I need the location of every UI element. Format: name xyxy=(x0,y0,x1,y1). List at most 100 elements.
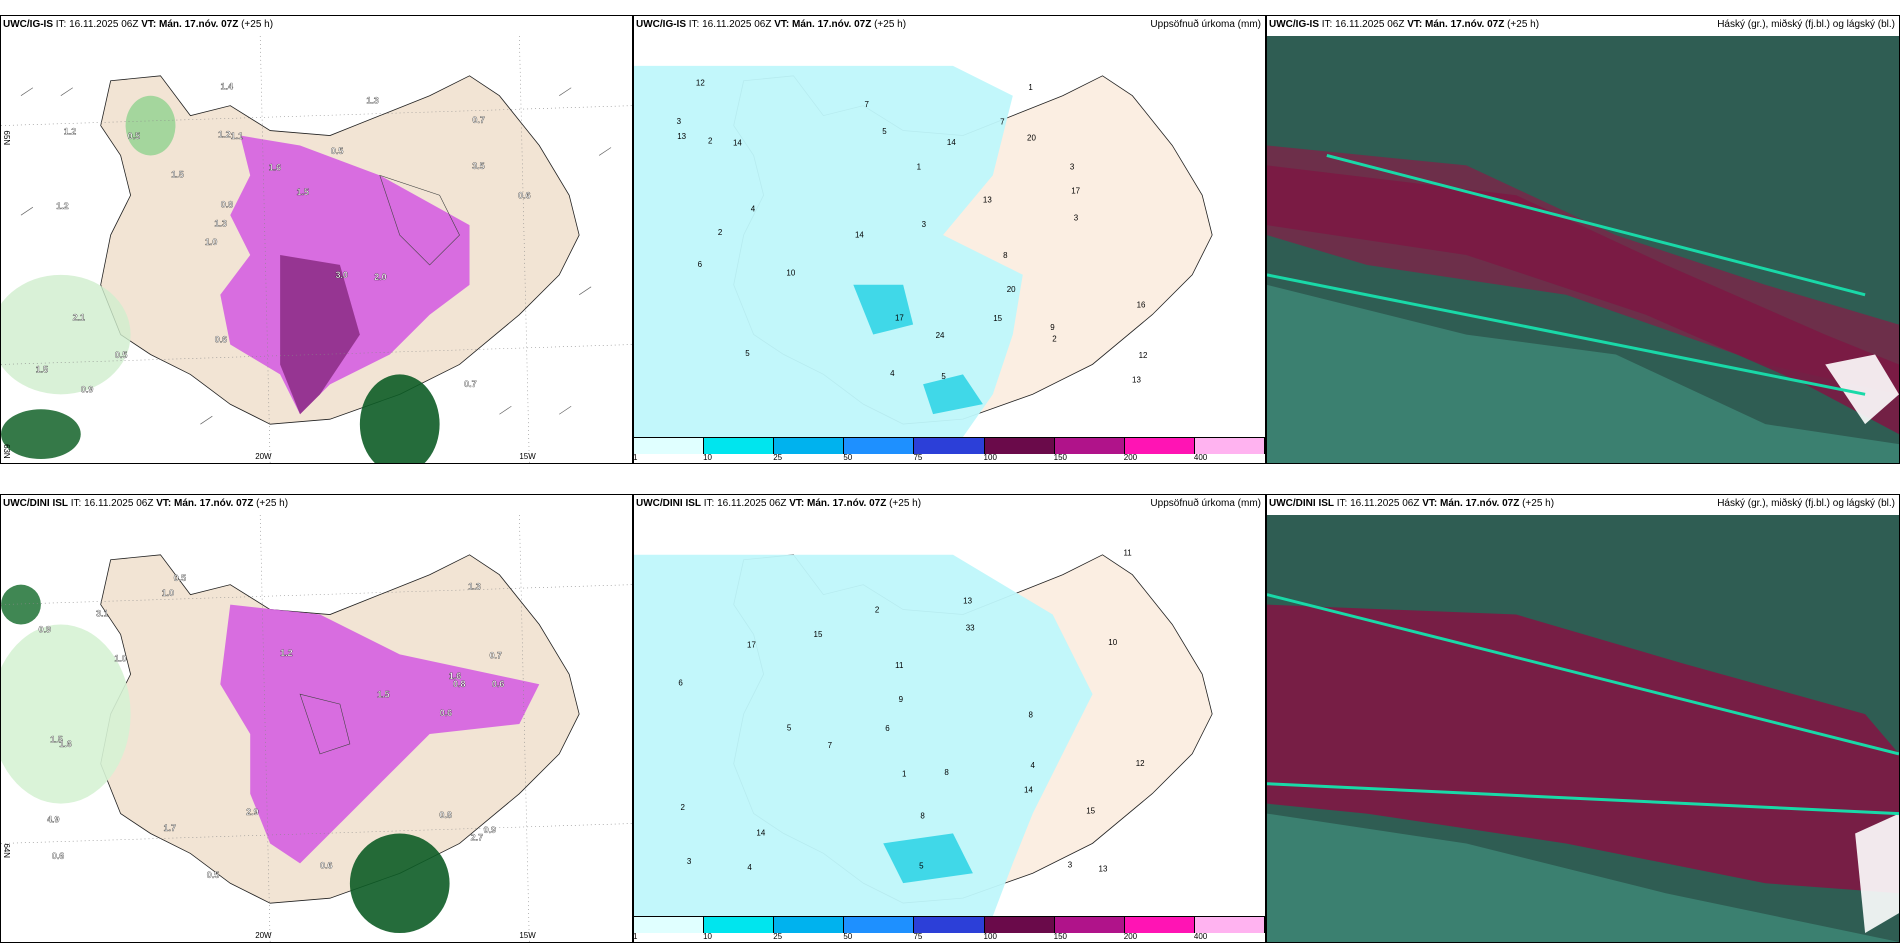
value-label: 0.5 xyxy=(128,131,140,141)
legend-tick: 1 xyxy=(633,453,638,462)
value-label: 1.5 xyxy=(377,689,389,699)
wind-values: 0.71.20.71.00.50.91.21.62.11.51.50.51.11… xyxy=(36,81,531,394)
value-label: 0.5 xyxy=(207,870,219,880)
value-label: 20 xyxy=(1027,133,1036,142)
cloud-map xyxy=(1267,515,1899,942)
value-label: 9 xyxy=(1050,323,1055,332)
value-label: 1.6 xyxy=(449,671,461,681)
value-label: 17 xyxy=(747,640,756,649)
legend-tick: 10 xyxy=(703,932,713,941)
value-label: 8 xyxy=(920,812,925,821)
lat-label: 64N xyxy=(2,843,11,858)
value-label: 33 xyxy=(966,623,975,632)
value-label: 5 xyxy=(745,349,750,358)
value-label: 13 xyxy=(963,597,972,606)
value-label: 2 xyxy=(718,228,723,237)
value-label: 4 xyxy=(890,369,895,378)
value-label: 1.4 xyxy=(221,81,233,91)
map-svg: 64N 20W 15W 0.8 0.7 0.9 1.2 0.6 0.5 1.6 1.7 1.3 1… xyxy=(1,515,632,942)
value-label: 0.7 xyxy=(464,379,476,389)
value-label: 0.6 xyxy=(440,708,452,718)
legend-tick: 50 xyxy=(843,453,853,462)
value-label: 1.6 xyxy=(59,739,71,749)
value-label: 6 xyxy=(885,724,890,733)
legend-tick: 1 xyxy=(633,932,638,941)
value-label: 1.0 xyxy=(114,653,126,663)
value-label: 10 xyxy=(786,268,795,277)
value-label: 0.9 xyxy=(38,624,50,634)
value-label: 16 xyxy=(1137,300,1146,309)
map-svg: 11 13 4 5 8 6 7 9 3 5 2 17 13 11 15 14 15 14 12 10 8 33 6 4 2 3 1 8 xyxy=(634,515,1265,916)
value-label: 1.2 xyxy=(56,201,68,211)
value-label: 2.7 xyxy=(471,832,483,842)
legend-tick: 75 xyxy=(913,453,923,462)
cloud-panel-top: UWC/IG-IS IT: 16.11.2025 06Z VT: Mán. 17… xyxy=(1266,15,1900,464)
value-label: 3 xyxy=(922,220,927,229)
value-label: 2.0 xyxy=(374,272,386,282)
lat-label: 65N xyxy=(2,131,11,146)
value-label: 9 xyxy=(899,695,904,704)
map-svg: 65N 63N 20W 15W 0.7 1.2 0.7 1.0 0.5 0.9 1.2 1.6… xyxy=(1,36,632,463)
value-label: 6 xyxy=(678,678,683,687)
value-label: 3.5 xyxy=(472,161,484,171)
value-label: 1.0 xyxy=(205,237,217,247)
legend-tick: 100 xyxy=(983,932,997,941)
value-label: 4 xyxy=(751,205,756,214)
value-label: 1.5 xyxy=(36,364,48,374)
value-label: 12 xyxy=(1136,759,1145,768)
panel-title: Háský (gr.), miðský (fj.bl.) og lágský (… xyxy=(1717,498,1895,509)
value-label: 1 xyxy=(902,770,907,779)
value-label: 2.9 xyxy=(246,807,258,817)
value-label: 4 xyxy=(1031,761,1036,770)
legend-swatch xyxy=(1054,438,1125,454)
legend-swatch xyxy=(914,438,985,454)
value-label: 17 xyxy=(1071,187,1080,196)
legend-swatch xyxy=(984,438,1055,454)
value-label: 0.7 xyxy=(472,115,484,125)
value-label: 1.0 xyxy=(162,588,174,598)
wind-precip-panel-top: UWC/IG-IS IT: 16.11.2025 06Z VT: Mán. 17… xyxy=(0,15,633,464)
cloud-map xyxy=(1267,36,1899,463)
value-label: 3.0 xyxy=(335,270,347,280)
value-label: 11 xyxy=(1123,549,1132,558)
precip-panel-top: UWC/IG-IS IT: 16.11.2025 06Z VT: Mán. 17… xyxy=(633,15,1266,464)
value-label: 1.5 xyxy=(50,734,62,744)
value-label: 15 xyxy=(1086,807,1095,816)
panel-title: Uppsöfnuð úrkoma (mm) xyxy=(1150,498,1261,509)
value-label: 0.9 xyxy=(484,825,496,835)
value-label: 3.1 xyxy=(96,609,108,619)
value-label: 2.1 xyxy=(73,312,85,322)
legend-swatch xyxy=(774,438,845,454)
legend-tick: 150 xyxy=(1053,453,1068,462)
value-label: 0.5 xyxy=(174,573,186,583)
value-label: 14 xyxy=(733,138,742,147)
value-label: 8 xyxy=(944,768,949,777)
legend-swatch xyxy=(1054,917,1125,933)
value-label: 0.6 xyxy=(518,190,530,200)
legend-swatch xyxy=(704,917,775,933)
wind-precip-map: 65N 63N 20W 15W 0.7 1.2 0.7 1.0 0.5 0.9 1.2 1.6… xyxy=(1,36,632,463)
value-label: 13 xyxy=(983,195,992,204)
value-label: 14 xyxy=(756,828,765,837)
value-label: 5 xyxy=(941,372,946,381)
value-label: 6 xyxy=(698,260,703,269)
value-label: 1.3 xyxy=(366,95,378,105)
value-label: 0.6 xyxy=(492,679,504,689)
value-label: 14 xyxy=(1024,785,1033,794)
value-label: 1.2 xyxy=(64,127,76,137)
wind-values: 0.8 0.7 0.9 1.2 0.6 0.5 1.6 1.7 1.3 1.0 0.6 0.9 0.6 0… xyxy=(38,573,504,880)
value-label: 13 xyxy=(1132,375,1141,384)
value-label: 3 xyxy=(1074,213,1079,222)
value-label: 24 xyxy=(936,331,945,340)
value-label: 15 xyxy=(814,630,823,639)
value-label: 5 xyxy=(882,127,887,136)
precip-legend: 1 10 25 50 75 100 150 200 400 xyxy=(634,437,1265,463)
wind-precip-map: 64N 20W 15W 0.8 0.7 0.9 1.2 0.6 0.5 1.6 1.7 1.3 1… xyxy=(1,515,632,942)
value-label: 2 xyxy=(680,803,685,812)
value-label: 10 xyxy=(1108,638,1117,647)
value-label: 4.9 xyxy=(47,815,59,825)
precip-map: 11 13 4 5 8 6 7 9 3 5 2 17 13 11 15 14 15 14 12 10 8 33 6 4 2 3 1 8 xyxy=(634,515,1265,916)
value-label: 1.1 xyxy=(231,131,243,141)
value-label: 0.6 xyxy=(52,851,64,861)
panel-header: UWC/IG-IS IT: 16.11.2025 06Z VT: Mán. 17… xyxy=(636,19,1261,30)
